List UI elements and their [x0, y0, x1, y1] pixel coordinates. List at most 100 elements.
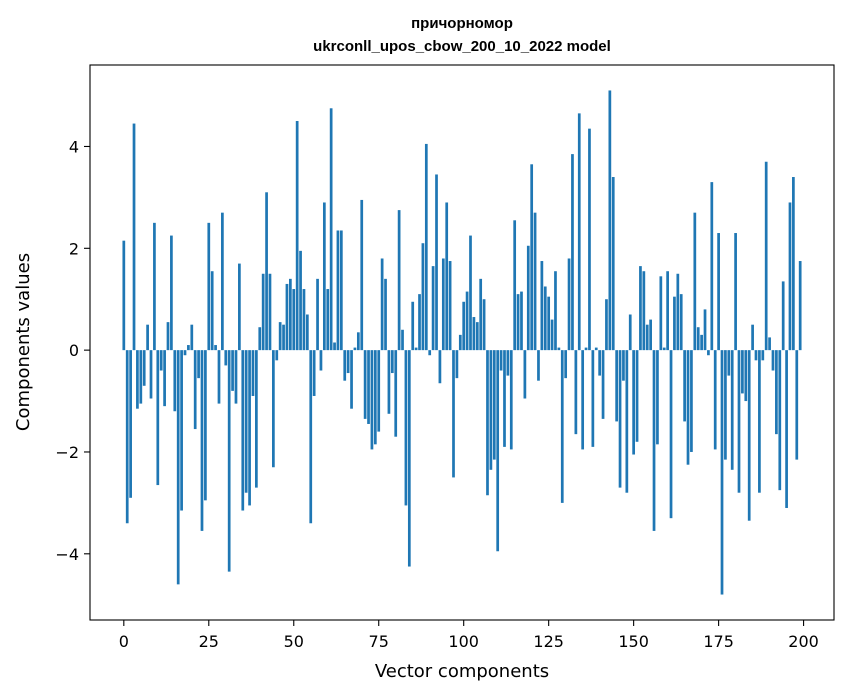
bar-159: [662, 347, 666, 351]
bar-4: [136, 350, 139, 409]
bar-179: [730, 350, 734, 470]
bar-20: [190, 324, 194, 351]
bar-37: [248, 350, 251, 506]
bar-62: [333, 342, 336, 351]
bar-148: [625, 350, 629, 493]
y-tick-label: 4: [69, 137, 79, 156]
bar-197: [792, 177, 795, 351]
bar-34: [238, 263, 241, 351]
x-tick-label: 125: [533, 632, 564, 651]
bar-118: [523, 350, 527, 399]
bar-174: [713, 350, 717, 450]
bar-111: [499, 350, 503, 371]
bar-163: [676, 273, 680, 351]
bar-194: [781, 281, 785, 351]
y-tick-label: −4: [55, 545, 79, 564]
chart-title: причорномор: [411, 15, 513, 32]
bar-50: [292, 289, 296, 351]
bar-33: [234, 350, 238, 404]
bar-31: [227, 350, 231, 572]
bar-1: [125, 350, 129, 524]
bar-106: [482, 299, 486, 351]
bar-169: [696, 327, 700, 351]
bar-83: [404, 350, 408, 506]
bar-73: [370, 350, 374, 450]
bar-9: [153, 222, 156, 351]
bar-116: [516, 294, 520, 351]
bar-48: [285, 283, 289, 351]
x-axis-label: Vector components: [375, 661, 549, 682]
bar-110: [496, 350, 500, 552]
bar-182: [741, 350, 744, 394]
bar-53: [302, 289, 306, 351]
bar-67: [350, 350, 353, 409]
bar-18: [183, 350, 187, 356]
bar-187: [758, 350, 761, 493]
bar-196: [788, 202, 792, 351]
bar-155: [649, 319, 652, 351]
bar-143: [608, 90, 612, 351]
bar-92: [435, 174, 438, 351]
bar-30: [224, 350, 228, 366]
bar-99: [458, 334, 462, 351]
bar-94: [441, 258, 445, 351]
bar-0: [122, 240, 126, 351]
bar-185: [751, 324, 754, 351]
bar-76: [380, 258, 384, 351]
bar-177: [724, 350, 727, 460]
bar-56: [312, 350, 316, 396]
bar-29: [221, 212, 224, 351]
bar-117: [520, 291, 523, 351]
bar-54: [305, 314, 309, 351]
bar-45: [275, 350, 279, 361]
bar-19: [187, 345, 190, 351]
bar-63: [336, 230, 340, 351]
bar-71: [363, 350, 367, 419]
y-axis-ticks: −4 −2 0 2 4: [55, 137, 90, 564]
bar-79: [390, 350, 394, 374]
bar-175: [717, 233, 720, 351]
bar-176: [720, 350, 724, 595]
bar-166: [686, 350, 690, 465]
bar-47: [282, 324, 285, 351]
bar-170: [700, 334, 703, 351]
bar-32: [231, 350, 234, 391]
bar-12: [163, 350, 166, 407]
bar-126: [550, 319, 554, 351]
bar-134: [577, 113, 581, 351]
bar-112: [503, 350, 506, 447]
bar-64: [339, 230, 343, 351]
bar-150: [632, 350, 635, 455]
bar-21: [193, 350, 197, 430]
bar-89: [424, 143, 428, 351]
bar-98: [455, 350, 459, 379]
bar-151: [635, 350, 639, 442]
bar-59: [322, 202, 326, 351]
bar-8: [149, 350, 153, 399]
bar-96: [448, 261, 452, 351]
bar-125: [547, 296, 551, 351]
bar-77: [384, 278, 387, 351]
bar-121: [533, 212, 537, 351]
bar-27: [214, 345, 217, 351]
bar-153: [642, 271, 646, 351]
bar-88: [421, 243, 425, 351]
bar-42: [265, 192, 268, 351]
bar-139: [594, 347, 598, 351]
bar-145: [615, 350, 619, 422]
bar-147: [622, 350, 625, 381]
bar-90: [428, 350, 432, 356]
bar-133: [574, 350, 578, 435]
bar-140: [598, 350, 602, 376]
bar-108: [489, 350, 493, 470]
bar-61: [329, 108, 333, 351]
bar-100: [462, 301, 466, 351]
bar-78: [387, 350, 391, 414]
bar-11: [159, 350, 163, 371]
bar-122: [537, 350, 540, 381]
bar-24: [204, 350, 207, 501]
y-tick-label: 0: [69, 341, 79, 360]
x-tick-label: 100: [448, 632, 479, 651]
bar-130: [564, 350, 568, 379]
